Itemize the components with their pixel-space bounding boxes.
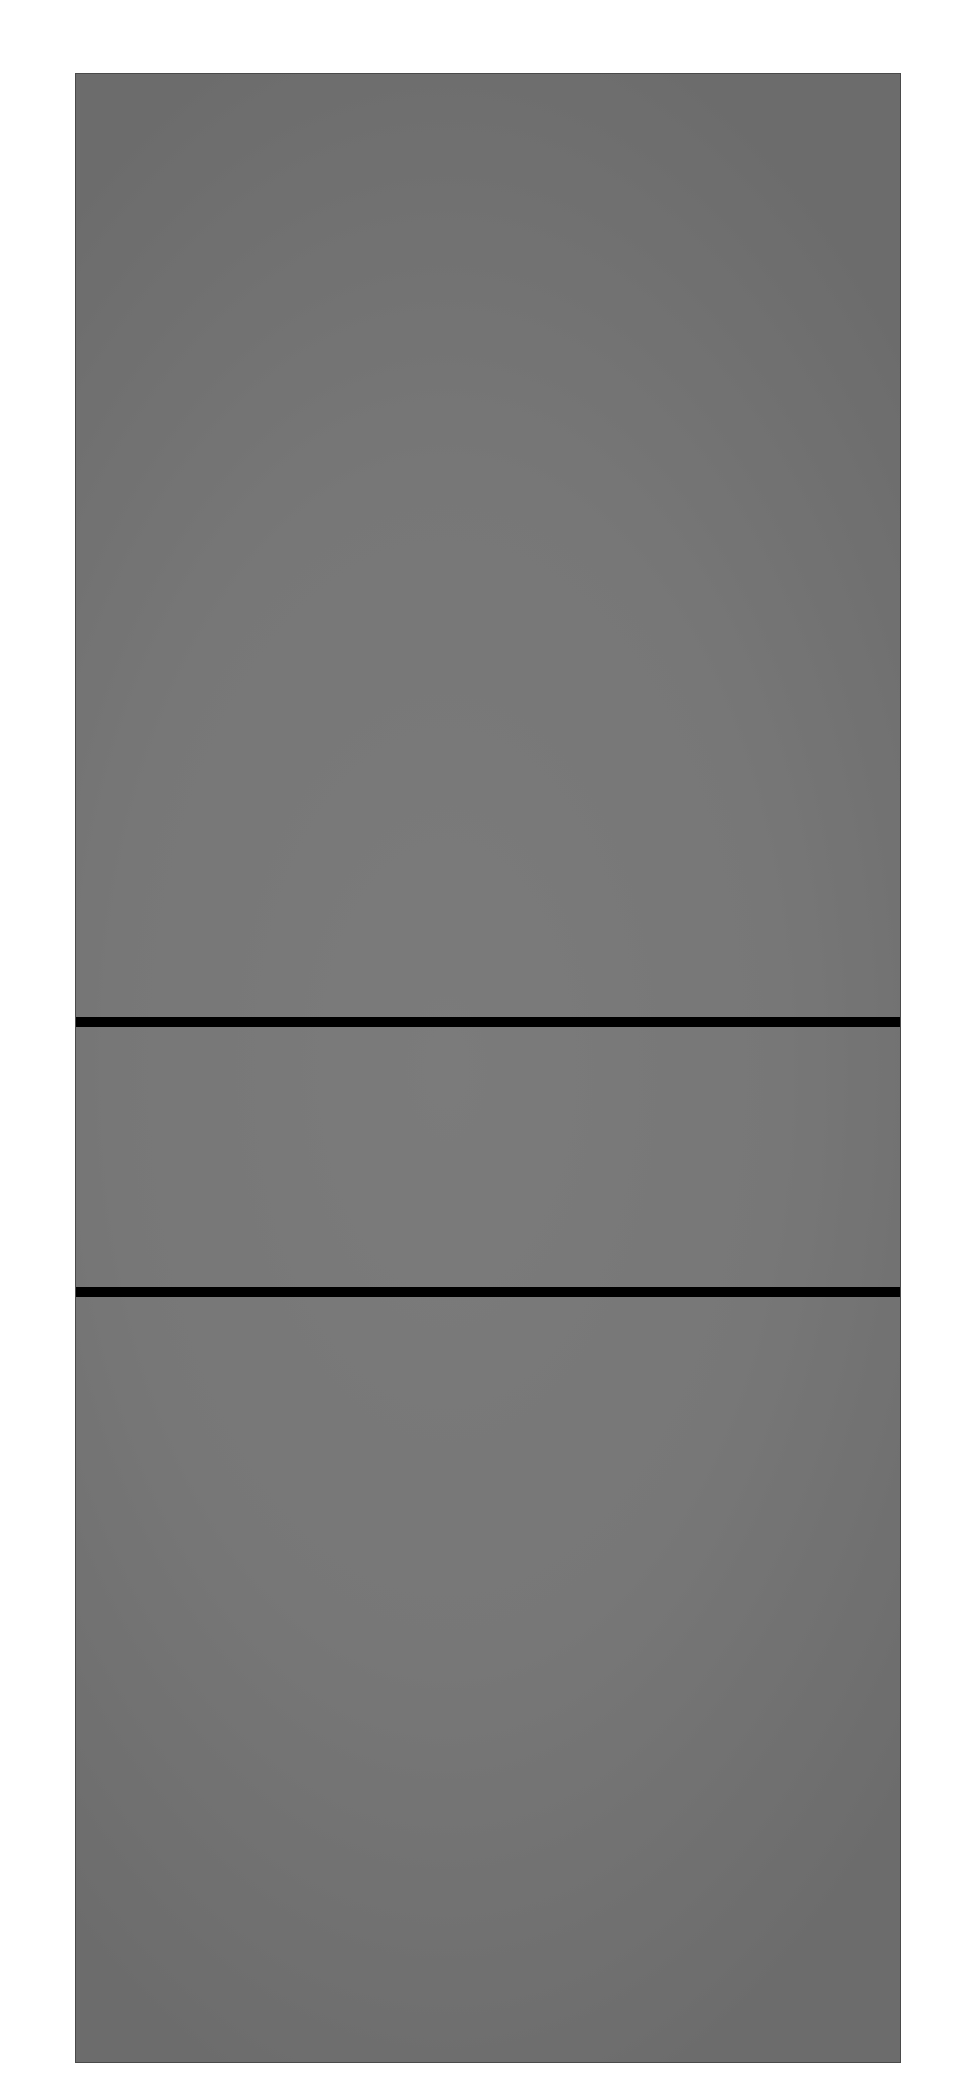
panel xyxy=(75,73,901,2063)
divider-line xyxy=(76,1017,900,1027)
divider-line xyxy=(76,1287,900,1297)
